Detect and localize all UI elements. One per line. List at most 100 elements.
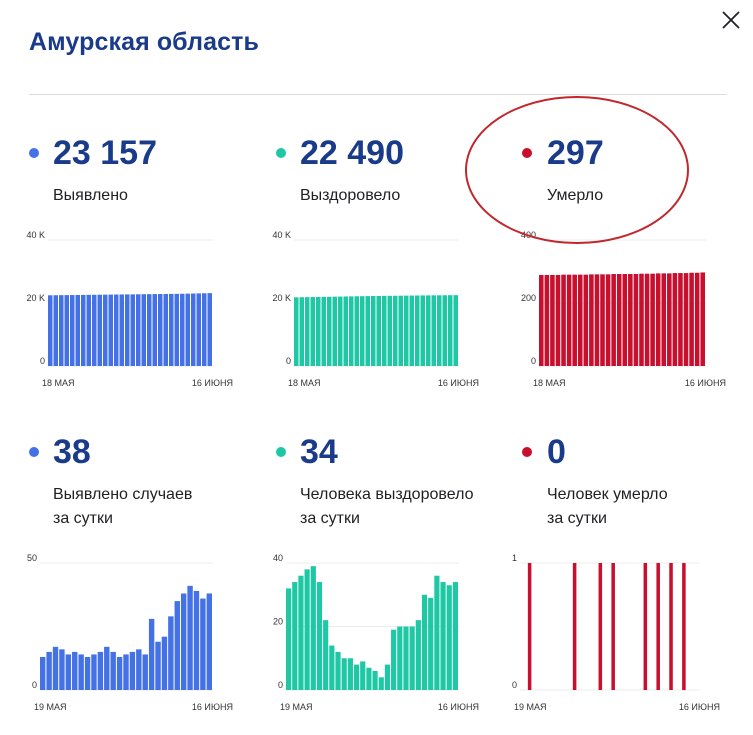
bar — [669, 563, 673, 690]
bar — [97, 651, 104, 690]
stat-label-line-1: Человек умерло — [547, 486, 668, 503]
bar — [304, 569, 310, 690]
bar — [409, 626, 415, 690]
x-tick-label-end: 16 ИЮНЯ — [438, 378, 479, 388]
y-tick-label: 40 — [273, 553, 283, 563]
stat-label: Выздоровело — [300, 187, 401, 204]
bar — [108, 294, 113, 366]
bar — [561, 274, 566, 366]
bar — [366, 667, 372, 690]
bar — [426, 295, 431, 366]
bar — [403, 626, 409, 690]
bar — [421, 594, 428, 690]
bar — [387, 295, 392, 366]
bar — [353, 664, 360, 690]
bar — [180, 593, 187, 690]
bar — [391, 629, 397, 690]
bar — [442, 295, 447, 366]
bar — [622, 274, 628, 366]
stat-label-line-2: за сутки — [547, 510, 607, 527]
y-tick-label: 20 — [273, 617, 283, 627]
y-tick-label: 0 — [531, 356, 536, 366]
bar — [332, 296, 337, 366]
bar — [694, 272, 700, 366]
bar — [316, 582, 323, 690]
bar — [207, 293, 212, 366]
stat-label-line-1: Выявлено случаев — [53, 486, 193, 503]
header-divider — [29, 94, 727, 95]
confirmed-dot — [29, 148, 39, 158]
stat-value: 34 — [300, 433, 338, 471]
y-tick-label: 0 — [286, 356, 291, 366]
bar — [341, 658, 347, 690]
y-tick-label: 1 — [512, 553, 517, 563]
bar — [196, 293, 201, 366]
chart-confirmed-total: 40 K 20 K 0 18 МАЯ 16 ИЮНЯ — [26, 230, 233, 388]
bar — [572, 563, 577, 690]
x-tick-label-start: 18 МАЯ — [42, 378, 75, 388]
bar — [81, 294, 86, 366]
x-tick-label-start: 18 МАЯ — [288, 378, 321, 388]
y-tick-label: 0 — [278, 680, 283, 690]
bar — [185, 293, 190, 366]
bar — [338, 296, 343, 366]
bar — [200, 598, 206, 690]
bar — [397, 626, 403, 690]
bar — [163, 293, 168, 366]
bar — [605, 274, 611, 366]
y-tick-label: 20 K — [26, 293, 45, 303]
bar — [655, 273, 661, 366]
bar — [103, 294, 108, 366]
bar — [110, 651, 116, 690]
bar — [382, 295, 387, 366]
bar — [142, 654, 148, 690]
bar — [123, 654, 129, 690]
x-tick-label-end: 16 ИЮНЯ — [192, 378, 233, 388]
bar — [335, 651, 341, 690]
bar — [566, 274, 572, 366]
bar — [97, 294, 102, 366]
bar — [86, 294, 91, 366]
bar — [180, 293, 185, 366]
bar — [343, 296, 348, 366]
bar — [104, 646, 110, 690]
bar — [91, 654, 97, 690]
y-tick-label: 0 — [512, 680, 517, 690]
y-tick-label: 40 K — [272, 230, 291, 240]
stat-value: 22 490 — [300, 134, 404, 172]
bar — [202, 293, 207, 366]
bar — [678, 273, 683, 366]
bar — [299, 297, 304, 366]
bar — [59, 295, 64, 366]
bar — [286, 588, 292, 690]
bar — [321, 296, 326, 366]
bar — [682, 563, 686, 690]
bar — [371, 296, 376, 366]
bar — [372, 670, 378, 690]
bar — [409, 295, 414, 366]
y-tick-label: 400 — [521, 230, 536, 240]
bar — [53, 295, 58, 366]
stat-value: 23 157 — [53, 134, 157, 172]
confirmed-dot — [29, 447, 39, 457]
bar — [448, 295, 453, 366]
bar — [75, 294, 80, 366]
x-tick-label-end: 16 ИЮНЯ — [192, 702, 233, 712]
bar — [544, 274, 550, 366]
bar — [452, 582, 458, 690]
bar — [130, 294, 135, 366]
chart-deaths-total: 400 200 0 18 МАЯ 16 ИЮНЯ — [521, 230, 726, 388]
bar — [354, 296, 359, 366]
bar — [611, 563, 615, 690]
x-tick-label-start: 19 МАЯ — [280, 702, 313, 712]
bar — [116, 656, 123, 690]
bar — [305, 297, 310, 366]
close-icon[interactable] — [716, 5, 746, 35]
bar — [539, 274, 544, 366]
bar — [92, 294, 97, 366]
deaths-dot — [522, 447, 532, 457]
bar — [292, 582, 298, 690]
stat-value: 0 — [547, 433, 566, 471]
chart-deaths-daily: 1 0 19 МАЯ 16 ИЮНЯ — [512, 553, 720, 712]
bar — [583, 274, 589, 366]
